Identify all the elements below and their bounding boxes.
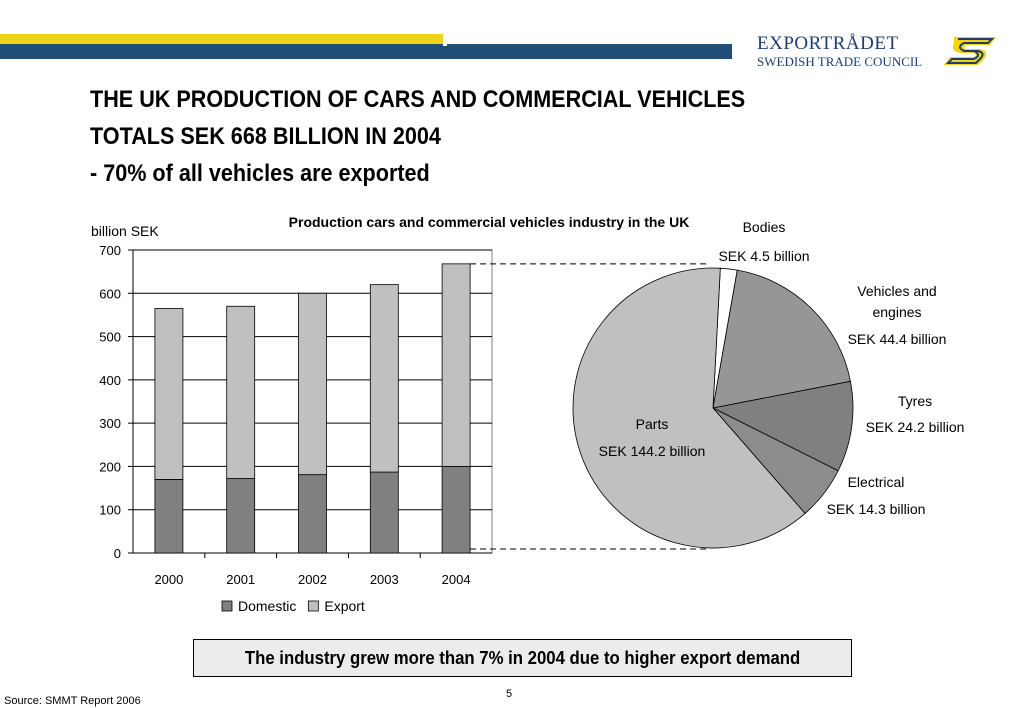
legend-swatch-export xyxy=(307,600,319,612)
x-tick-label: 2000 xyxy=(154,572,183,587)
pie-label-tyres: Tyres xyxy=(898,393,932,409)
y-tick-label: 200 xyxy=(99,459,121,474)
pie-value-electrical: SEK 14.3 billion xyxy=(827,501,926,517)
bar-export-2002 xyxy=(298,292,327,476)
x-tick-label: 2001 xyxy=(226,572,255,587)
pie-value-bodies: SEK 4.5 billion xyxy=(718,248,809,264)
pie-value-vehicles-and-engines: SEK 44.4 billion xyxy=(848,331,947,347)
bar-export-2000 xyxy=(154,308,184,480)
legend-label-domestic: Domestic xyxy=(238,598,296,614)
pie-label-electrical: Electrical xyxy=(848,474,905,490)
y-tick-label: 100 xyxy=(99,503,121,518)
legend-label-export: Export xyxy=(324,598,365,614)
bar-domestic-2004 xyxy=(441,466,471,554)
legend-swatch-domestic xyxy=(221,600,233,612)
bar-export-2004 xyxy=(441,263,471,467)
y-tick-label: 300 xyxy=(99,416,121,431)
page-number: 5 xyxy=(506,688,513,700)
header-bar-notch xyxy=(443,33,447,46)
x-tick-label: 2004 xyxy=(442,572,471,587)
y-tick-label: 700 xyxy=(99,243,121,258)
header-bar-blue xyxy=(0,44,732,59)
x-tick-label: 2003 xyxy=(370,572,399,587)
pie-slice-vehicles-and-engines xyxy=(712,269,851,409)
charts-canvas: Production cars and commercial vehicles … xyxy=(91,214,965,614)
x-tick-label: 2002 xyxy=(298,572,327,587)
bar-chart-legend: Domestic Export xyxy=(221,598,365,614)
pie-chart xyxy=(572,267,854,549)
bar-export-2001 xyxy=(226,305,256,479)
bar-domestic-2001 xyxy=(226,478,256,554)
bar-domestic-2000 xyxy=(154,479,184,554)
pie-label-vehicles-and-engines: Vehicles and xyxy=(857,283,936,299)
pie-label-bodies: Bodies xyxy=(743,219,786,235)
key-takeaway-box: The industry grew more than 7% in 2004 d… xyxy=(193,639,852,677)
key-takeaway-text: The industry grew more than 7% in 2004 d… xyxy=(244,647,801,668)
y-tick-label: 400 xyxy=(99,373,121,388)
source-note: Source: SMMT Report 2006 xyxy=(4,695,141,707)
brand-logo-icon xyxy=(944,37,996,65)
y-axis-label: billion SEK xyxy=(91,223,159,239)
y-tick-label: 600 xyxy=(99,286,121,301)
pie-value-parts: SEK 144.2 billion xyxy=(599,443,706,459)
slide-title-line-3: - 70% of all vehicles are exported xyxy=(90,160,430,187)
pie-value-tyres: SEK 24.2 billion xyxy=(866,419,965,435)
pie-label-parts: Parts xyxy=(636,416,669,432)
brand-name: EXPORTRÅDET xyxy=(757,33,899,54)
pie-label-vehicles-and-engines-cont: engines xyxy=(872,304,921,320)
y-tick-label: 500 xyxy=(99,330,121,345)
pie-slice-tyres xyxy=(711,380,854,472)
bar-domestic-2002 xyxy=(298,474,327,554)
pie-labels: Bodies SEK 4.5 billion Vehicles and engines… xyxy=(599,219,965,517)
slide-title-line-1: THE UK PRODUCTION OF CARS AND COMMERCIAL… xyxy=(90,86,746,113)
y-tick-label: 0 xyxy=(114,546,121,561)
slide-title-line-2: TOTALS SEK 668 BILLION IN 2004 xyxy=(90,123,441,150)
bar-chart: 0 100 200 300 400 500 600 700 2000 2001 2002 2003 20… xyxy=(99,243,493,587)
bar-domestic-2003 xyxy=(369,471,399,554)
bar-chart-title: Production cars and commercial vehicles … xyxy=(289,214,690,230)
pie-slice-parts xyxy=(572,267,806,549)
brand-subtitle: SWEDISH TRADE COUNCIL xyxy=(757,54,923,69)
bar-export-2003 xyxy=(369,284,399,473)
